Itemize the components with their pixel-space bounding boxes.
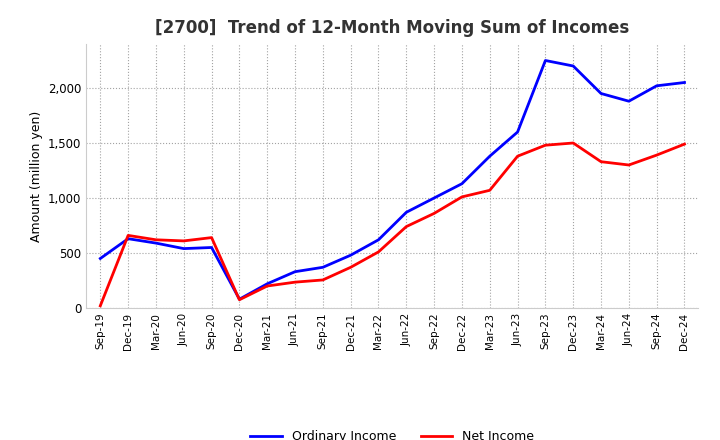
Net Income xyxy=(597,159,606,164)
Line: Net Income: Net Income xyxy=(100,143,685,306)
Ordinary Income xyxy=(652,83,661,88)
Ordinary Income xyxy=(124,236,132,241)
Net Income xyxy=(96,303,104,308)
Ordinary Income xyxy=(263,281,271,286)
Net Income xyxy=(569,140,577,146)
Net Income xyxy=(513,154,522,159)
Net Income xyxy=(235,297,243,302)
Net Income xyxy=(680,141,689,147)
Ordinary Income xyxy=(179,246,188,251)
Net Income xyxy=(124,233,132,238)
Ordinary Income xyxy=(235,297,243,302)
Ordinary Income xyxy=(374,237,383,242)
Y-axis label: Amount (million yen): Amount (million yen) xyxy=(30,110,42,242)
Ordinary Income xyxy=(569,63,577,69)
Net Income xyxy=(179,238,188,244)
Net Income xyxy=(207,235,216,240)
Net Income xyxy=(541,143,550,148)
Net Income xyxy=(318,277,327,282)
Net Income xyxy=(485,187,494,193)
Net Income xyxy=(430,211,438,216)
Ordinary Income xyxy=(291,269,300,275)
Net Income xyxy=(624,162,633,168)
Ordinary Income xyxy=(541,58,550,63)
Ordinary Income xyxy=(597,91,606,96)
Net Income xyxy=(263,283,271,289)
Net Income xyxy=(346,264,355,270)
Ordinary Income xyxy=(402,209,410,215)
Ordinary Income xyxy=(207,245,216,250)
Ordinary Income xyxy=(624,99,633,104)
Ordinary Income xyxy=(513,129,522,135)
Ordinary Income xyxy=(96,256,104,261)
Ordinary Income xyxy=(458,181,467,187)
Net Income xyxy=(152,237,161,242)
Net Income xyxy=(652,152,661,158)
Ordinary Income xyxy=(318,264,327,270)
Net Income xyxy=(402,224,410,229)
Net Income xyxy=(291,279,300,285)
Ordinary Income xyxy=(485,154,494,159)
Line: Ordinary Income: Ordinary Income xyxy=(100,60,685,299)
Net Income xyxy=(458,194,467,200)
Ordinary Income xyxy=(152,240,161,246)
Net Income xyxy=(374,249,383,254)
Ordinary Income xyxy=(346,253,355,258)
Ordinary Income xyxy=(680,80,689,85)
Title: [2700]  Trend of 12-Month Moving Sum of Incomes: [2700] Trend of 12-Month Moving Sum of I… xyxy=(156,19,629,37)
Legend: Ordinary Income, Net Income: Ordinary Income, Net Income xyxy=(246,425,539,440)
Ordinary Income xyxy=(430,195,438,201)
